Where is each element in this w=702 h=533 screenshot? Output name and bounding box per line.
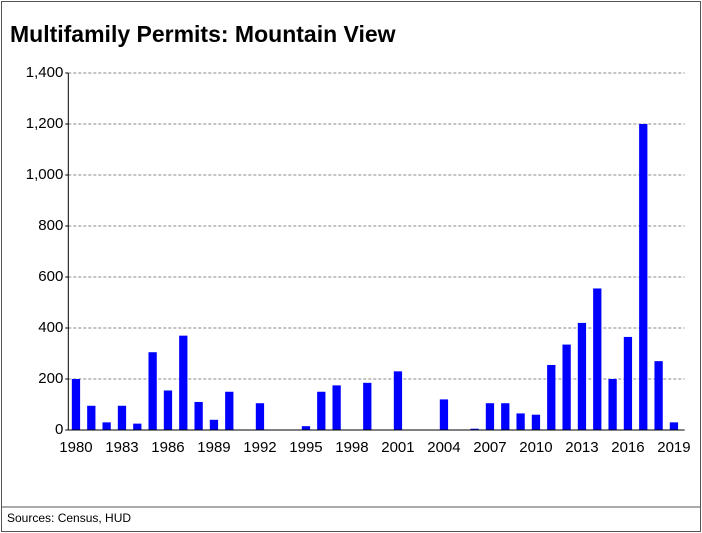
- x-tick-label: 2013: [565, 439, 598, 456]
- x-tick-label: 1989: [197, 439, 230, 456]
- bar: [501, 403, 510, 430]
- bar: [547, 364, 556, 430]
- x-tick-label: 2004: [427, 439, 460, 456]
- bar: [71, 379, 81, 430]
- bar: [317, 391, 326, 430]
- bar: [669, 422, 679, 430]
- source: Sources: Census, HUD: [7, 511, 131, 525]
- bar: [301, 426, 311, 430]
- x-tick-label: 1986: [151, 439, 184, 456]
- y-tick-label: 800: [38, 217, 63, 234]
- bar: [225, 391, 234, 430]
- y-tick-label: 1,200: [26, 115, 64, 132]
- x-tick-label: 1998: [335, 439, 368, 456]
- x-tick-label: 1992: [243, 439, 276, 456]
- y-tick-label: 0: [55, 421, 63, 438]
- bar: [209, 419, 219, 430]
- x-tick-label: 2016: [611, 439, 644, 456]
- x-tick-label: 2001: [381, 439, 414, 456]
- bar: [255, 403, 265, 430]
- y-tick-label: 400: [38, 319, 63, 336]
- bar: [485, 403, 495, 430]
- y-tick-label: 1,400: [26, 64, 64, 81]
- x-tick-label: 1995: [289, 439, 322, 456]
- bar: [393, 371, 403, 430]
- bar: [363, 382, 372, 430]
- bar: [163, 390, 173, 430]
- y-tick-label: 200: [38, 370, 63, 387]
- x-tick-label: 1983: [105, 439, 138, 456]
- bar: [470, 428, 479, 430]
- bar: [148, 352, 157, 430]
- bar: [593, 288, 602, 430]
- bar: [654, 361, 663, 430]
- bar: [623, 336, 633, 430]
- bar: [531, 414, 541, 430]
- bar: [117, 405, 127, 430]
- x-tick-label: 2019: [657, 439, 690, 456]
- y-tick-label: 1,000: [26, 166, 64, 183]
- bar: [577, 322, 587, 430]
- bar: [179, 335, 188, 430]
- y-tick-label: 600: [38, 268, 63, 285]
- bar: [439, 399, 449, 430]
- bar: [87, 405, 96, 430]
- x-tick-label: 2010: [519, 439, 552, 456]
- x-tick-label: 2007: [473, 439, 506, 456]
- bar: [332, 385, 341, 430]
- bar: [102, 422, 111, 430]
- bar: [516, 413, 525, 430]
- bar: [133, 423, 142, 430]
- bar: [639, 124, 648, 430]
- x-tick-label: 1980: [59, 439, 92, 456]
- bar: [194, 401, 203, 430]
- chart-title: Multifamily Permits: Mountain View: [10, 21, 396, 47]
- bar: [608, 379, 617, 430]
- bar: [562, 344, 571, 430]
